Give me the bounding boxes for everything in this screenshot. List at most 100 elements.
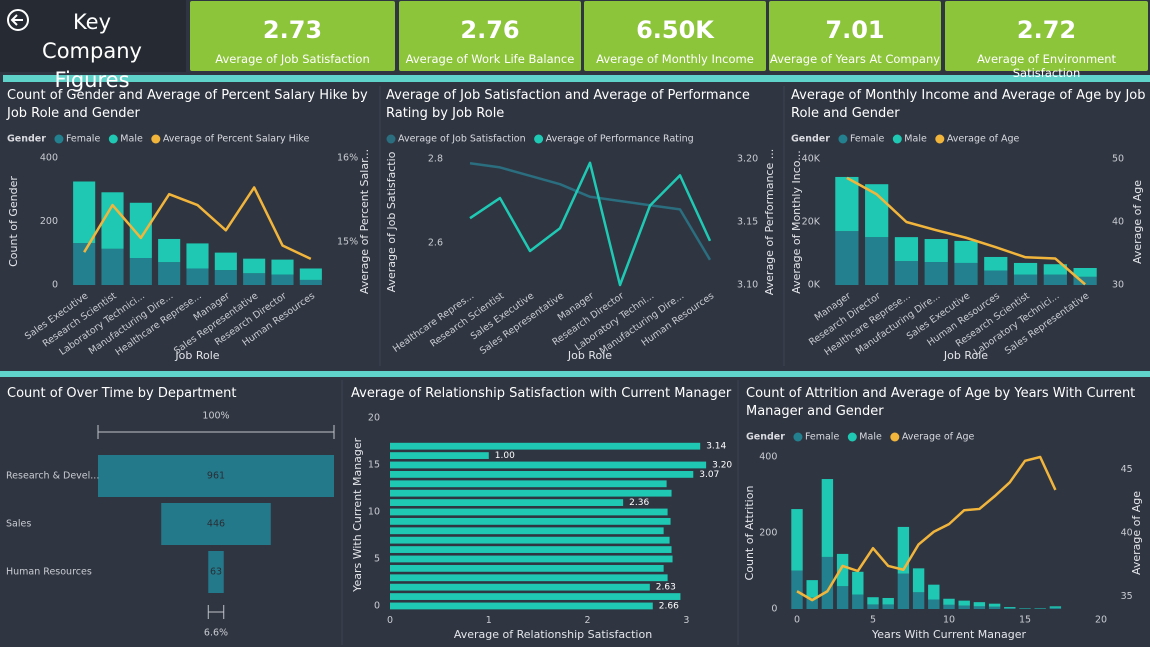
legend-title: Gender — [746, 432, 785, 443]
bar — [943, 604, 955, 609]
funnel-bar — [161, 503, 271, 545]
separator — [0, 371, 1150, 377]
legend-label: Female — [805, 432, 840, 443]
bar — [390, 461, 707, 469]
y-tick-label: 200 — [759, 528, 777, 539]
bar — [101, 192, 124, 249]
bar — [984, 256, 1008, 271]
y2-tick-label: 40 — [1121, 528, 1133, 539]
x-tick-label: 15 — [1019, 615, 1031, 626]
legend-title: Gender — [791, 134, 830, 145]
data-label: 1.00 — [495, 451, 515, 461]
bar — [390, 489, 672, 497]
x-tick-label: 0 — [387, 615, 393, 626]
bar — [1004, 607, 1016, 609]
bar — [924, 239, 948, 263]
y-tick-label: 0K — [808, 280, 821, 291]
kpi-caption: Average of Years At Company — [769, 52, 941, 66]
bar — [390, 442, 701, 450]
x-axis-title: Job Role — [943, 349, 988, 362]
legend-swatch — [54, 134, 64, 144]
funnel-value: 446 — [207, 519, 225, 530]
x-axis-title: Job Role — [567, 349, 612, 362]
header-title: Key Company Figures — [42, 10, 142, 92]
legend-swatch — [793, 432, 803, 442]
bar — [958, 600, 970, 606]
category-label: Research & Devel... — [6, 471, 99, 482]
bar — [894, 237, 919, 262]
kpi-card: 6.50K Average of Monthly Income — [584, 1, 766, 71]
back-icon[interactable] — [4, 6, 34, 36]
x-axis-title: Average of Relationship Satisfaction — [454, 628, 652, 641]
bar — [988, 603, 1001, 607]
kpi-caption: Average of Job Satisfaction — [215, 52, 370, 66]
funnel-bar — [98, 455, 334, 497]
chart-title: Average of Relationship Satisfaction wit… — [351, 386, 732, 401]
bar — [924, 262, 948, 285]
legend-label: Average of Percent Salary Hike — [163, 134, 310, 145]
bar — [958, 605, 970, 609]
bar — [988, 606, 1001, 609]
data-label: 3.14 — [706, 442, 726, 452]
bar — [390, 546, 672, 553]
bar — [954, 262, 978, 285]
data-label: 2.66 — [659, 601, 679, 611]
y2-tick-label: 3.20 — [737, 154, 758, 165]
bar — [271, 274, 294, 285]
y-tick-label: 200 — [40, 216, 58, 227]
legend-title: Gender — [7, 134, 46, 145]
bar — [882, 604, 894, 609]
bar — [867, 604, 879, 609]
kpi-value: 2.76 — [460, 16, 520, 44]
kpi-caption: Average of Work Life Balance — [405, 52, 575, 66]
y2-tick-label: 40 — [1112, 217, 1124, 228]
bar — [1043, 274, 1067, 285]
chart-title: Average of Monthly Income and Average of… — [791, 88, 1146, 121]
bar — [390, 452, 489, 459]
x-tick-label: 1 — [486, 615, 492, 626]
bar — [806, 580, 818, 598]
data-label: 2.36 — [629, 498, 649, 508]
y-tick-label: 2.6 — [428, 238, 443, 249]
y2-tick-label: 35 — [1121, 591, 1133, 602]
legend-label: Male — [859, 432, 882, 443]
y-axis-title: Count of Gender — [7, 176, 20, 267]
legend-label: Male — [120, 134, 143, 145]
legend-swatch — [534, 134, 544, 144]
bar — [867, 597, 879, 605]
bar — [1049, 607, 1062, 609]
bar — [821, 479, 834, 557]
y-axis-title: Years With Current Manager — [351, 437, 364, 592]
bar — [299, 268, 322, 280]
bar — [390, 574, 668, 582]
legend-label: Female — [66, 134, 101, 145]
data-label: 3.07 — [699, 470, 719, 480]
data-label: 2.63 — [656, 583, 676, 593]
bar — [73, 181, 96, 244]
kpi-card: 7.01 Average of Years At Company — [769, 1, 941, 71]
bar — [158, 262, 181, 285]
bar — [186, 243, 209, 269]
percent-label: 6.6% — [204, 628, 228, 639]
y2-tick-label: 50 — [1112, 154, 1124, 165]
bar — [973, 602, 986, 607]
bar — [791, 509, 803, 571]
bar — [835, 176, 859, 232]
chart-title: Average of Job Satisfaction and Average … — [386, 88, 750, 121]
y-axis-title: Count of Attrition — [743, 486, 756, 581]
legend-swatch — [108, 134, 118, 144]
bar — [390, 564, 664, 572]
funnel-value: 63 — [210, 567, 222, 578]
legend-swatch — [890, 432, 900, 442]
legend-swatch — [935, 134, 945, 144]
y-tick-label: 2.8 — [428, 154, 443, 165]
bar — [943, 598, 955, 605]
legend-swatch — [386, 134, 396, 144]
bar — [390, 583, 650, 591]
bar — [390, 517, 671, 525]
line — [469, 161, 712, 287]
y2-axis-title: Average of Age — [1131, 180, 1144, 264]
line — [83, 186, 312, 261]
x-axis-title: Years With Current Manager — [871, 628, 1026, 641]
